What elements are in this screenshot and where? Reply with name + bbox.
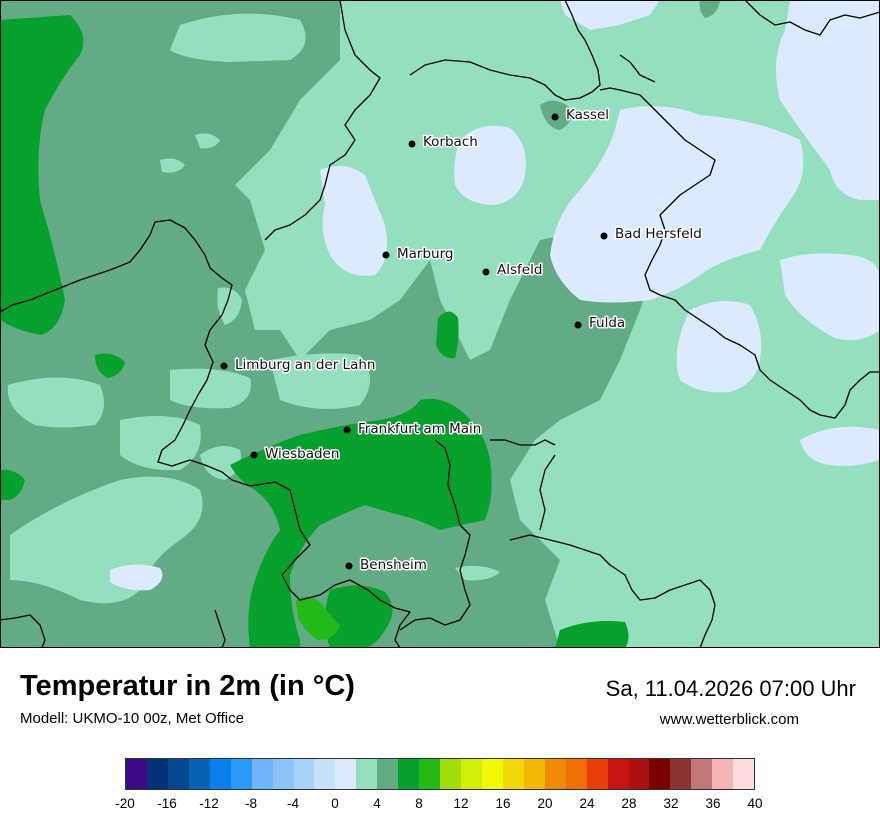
legend-swatch (398, 759, 420, 789)
svg-text:Kassel: Kassel (566, 107, 609, 123)
website-link[interactable]: www.wetterblick.com (659, 711, 799, 728)
legend-swatch (628, 759, 650, 789)
city-limburg: Limburg an der Lahn (220, 356, 377, 375)
legend-swatch (649, 759, 671, 789)
legend-swatch (733, 759, 755, 789)
color-legend-bar (125, 758, 755, 790)
legend-tick-label: 28 (621, 796, 637, 811)
city-marburg: Marburg (382, 245, 455, 264)
color-legend-ticks: -20 -16 -12 -8 -4 0 4 8 12 16 20 24 28 32 36 40 (115, 796, 762, 814)
legend-tick-label: -4 (286, 796, 300, 811)
legend-tick-label: -20 (115, 796, 135, 811)
legend-swatch (461, 759, 482, 789)
city-frankfurt: Frankfurt am Main (343, 420, 483, 439)
legend-swatch (377, 759, 399, 789)
legend-swatch (419, 759, 441, 789)
forecast-datetime: Sa, 11.04.2026 07:00 Uhr (605, 676, 856, 701)
legend-tick-label: 24 (579, 796, 595, 811)
legend-swatch (272, 759, 294, 789)
legend-swatch (565, 759, 587, 789)
legend-swatch (691, 759, 713, 789)
legend-tick-label: 0 (331, 796, 339, 811)
legend-swatch (251, 759, 273, 789)
legend-tick-label: 12 (453, 796, 469, 811)
temp-field-bright-green (296, 596, 340, 640)
legend-tick-label: -16 (157, 796, 177, 811)
svg-text:Wiesbaden: Wiesbaden (265, 446, 339, 462)
legend-swatch (209, 759, 231, 789)
legend-swatch (440, 759, 461, 789)
legend-swatch (502, 759, 524, 789)
svg-text:Bensheim: Bensheim (360, 557, 427, 573)
legend-swatch (293, 759, 315, 789)
svg-text:Korbach: Korbach (423, 134, 478, 150)
legend-tick-label: 16 (495, 796, 511, 811)
city-bensheim: Bensheim (345, 556, 428, 575)
city-bad-hersfeld: Bad Hersfeld (600, 225, 703, 244)
svg-text:Fulda: Fulda (589, 315, 625, 331)
city-wiesbaden: Wiesbaden (250, 445, 341, 464)
legend-swatch (230, 759, 252, 789)
legend-swatch (146, 759, 168, 789)
legend-tick-label: 20 (537, 796, 553, 811)
svg-text:Marburg: Marburg (397, 246, 453, 262)
city-fulda: Fulda (574, 314, 627, 333)
legend-swatch (712, 759, 734, 789)
legend-swatch (523, 759, 545, 789)
model-info: Modell: UKMO-10 00z, Met Office (20, 710, 244, 727)
legend-tick-label: -12 (199, 796, 219, 811)
legend-tick-label: 36 (705, 796, 721, 811)
legend-swatch (586, 759, 608, 789)
svg-text:Bad Hersfeld: Bad Hersfeld (615, 226, 702, 242)
legend-tick-label: 40 (747, 796, 763, 811)
legend-tick-label: 8 (415, 796, 423, 811)
legend-tick-label: 4 (373, 796, 381, 811)
svg-text:Frankfurt am Main: Frankfurt am Main (358, 421, 481, 437)
legend-swatch (167, 759, 189, 789)
legend-swatch (356, 759, 378, 789)
city-markers: Kassel Korbach Bad Hersfeld Marburg Alsf… (220, 106, 703, 575)
legend-tick-label: -8 (244, 796, 258, 811)
city-korbach: Korbach (408, 133, 479, 152)
legend-swatch (670, 759, 692, 789)
legend-swatch (544, 759, 566, 789)
svg-text:Alsfeld: Alsfeld (497, 262, 542, 278)
legend-swatch (481, 759, 503, 789)
legend-swatch (188, 759, 210, 789)
svg-text:Limburg an der Lahn: Limburg an der Lahn (235, 357, 375, 373)
temperature-map: Kassel Korbach Bad Hersfeld Marburg Alsf… (0, 0, 880, 648)
legend-swatch (314, 759, 336, 789)
temp-field-green (0, 15, 629, 648)
legend-swatch (335, 759, 357, 789)
legend-tick-label: 32 (663, 796, 679, 811)
state-borders (0, 0, 880, 648)
city-alsfeld: Alsfeld (482, 261, 544, 280)
legend-swatch (607, 759, 629, 789)
map-title: Temperatur in 2m (in °C) (20, 670, 355, 702)
temp-field-dark-patch (699, 0, 720, 18)
city-kassel: Kassel (551, 106, 611, 125)
temp-field-pale-blue (110, 0, 880, 591)
legend-swatch (126, 759, 147, 789)
